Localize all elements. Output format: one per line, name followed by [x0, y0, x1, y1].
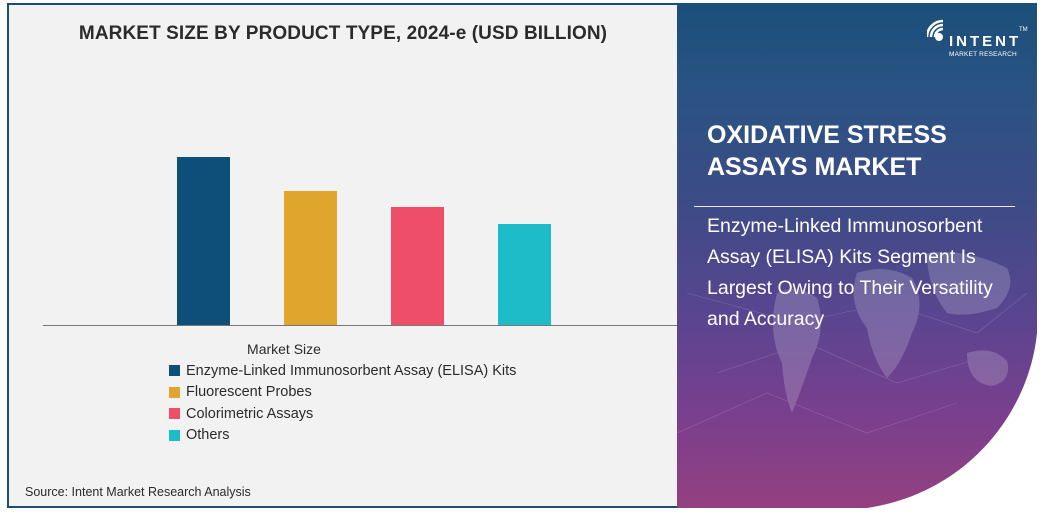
legend-label: Colorimetric Assays: [186, 405, 314, 422]
x-axis-line: [43, 325, 679, 326]
divider: [694, 206, 1015, 207]
logo-text: INTENT: [949, 33, 1022, 50]
plot-area: [43, 105, 679, 326]
legend-title: Market Size: [247, 341, 321, 357]
bar-others: [498, 224, 551, 325]
legend-item: Fluorescent Probes: [169, 382, 589, 404]
legend-label: Others: [186, 427, 230, 444]
logo-tm: TM: [1019, 27, 1028, 33]
legend-label: Fluorescent Probes: [186, 384, 312, 401]
info-panel: INTENT TM MARKET RESEARCH OXIDATIVE STRE…: [677, 3, 1037, 508]
market-title-line2: ASSAYS MARKET: [707, 153, 922, 181]
world-map-icon: [677, 233, 1037, 508]
intent-logo: INTENT TM MARKET RESEARCH: [927, 13, 1027, 63]
bar-fluorescent-probes: [284, 191, 337, 325]
insight-text: Enzyme-Linked Immunosorbent Assay (ELISA…: [707, 215, 993, 330]
legend-item: Others: [169, 425, 589, 447]
legend-item: Enzyme-Linked Immunosorbent Assay (ELISA…: [169, 360, 589, 382]
signal-icon: [927, 13, 955, 47]
market-title: OXIDATIVE STRESS ASSAYS MARKET: [707, 119, 1027, 183]
legend-item: Colorimetric Assays: [169, 403, 589, 425]
bar-elisa-kits: [177, 157, 230, 325]
bar-colorimetric-assays: [391, 207, 444, 325]
logo-subtext: MARKET RESEARCH: [949, 51, 1017, 58]
legend-swatch-icon: [169, 365, 180, 377]
legend-swatch-icon: [169, 429, 180, 441]
legend: Market Size Enzyme-Linked Immunosorbent …: [169, 341, 589, 446]
legend-swatch-icon: [169, 386, 180, 398]
source-note: Source: Intent Market Research Analysis: [25, 485, 251, 499]
chart-panel: MARKET SIZE BY PRODUCT TYPE, 2024-e (USD…: [7, 3, 679, 508]
legend-label: Enzyme-Linked Immunosorbent Assay (ELISA…: [186, 362, 517, 379]
legend-swatch-icon: [169, 408, 180, 420]
chart-title: MARKET SIZE BY PRODUCT TYPE, 2024-e (USD…: [78, 23, 608, 44]
market-title-line1: OXIDATIVE STRESS: [707, 121, 947, 149]
